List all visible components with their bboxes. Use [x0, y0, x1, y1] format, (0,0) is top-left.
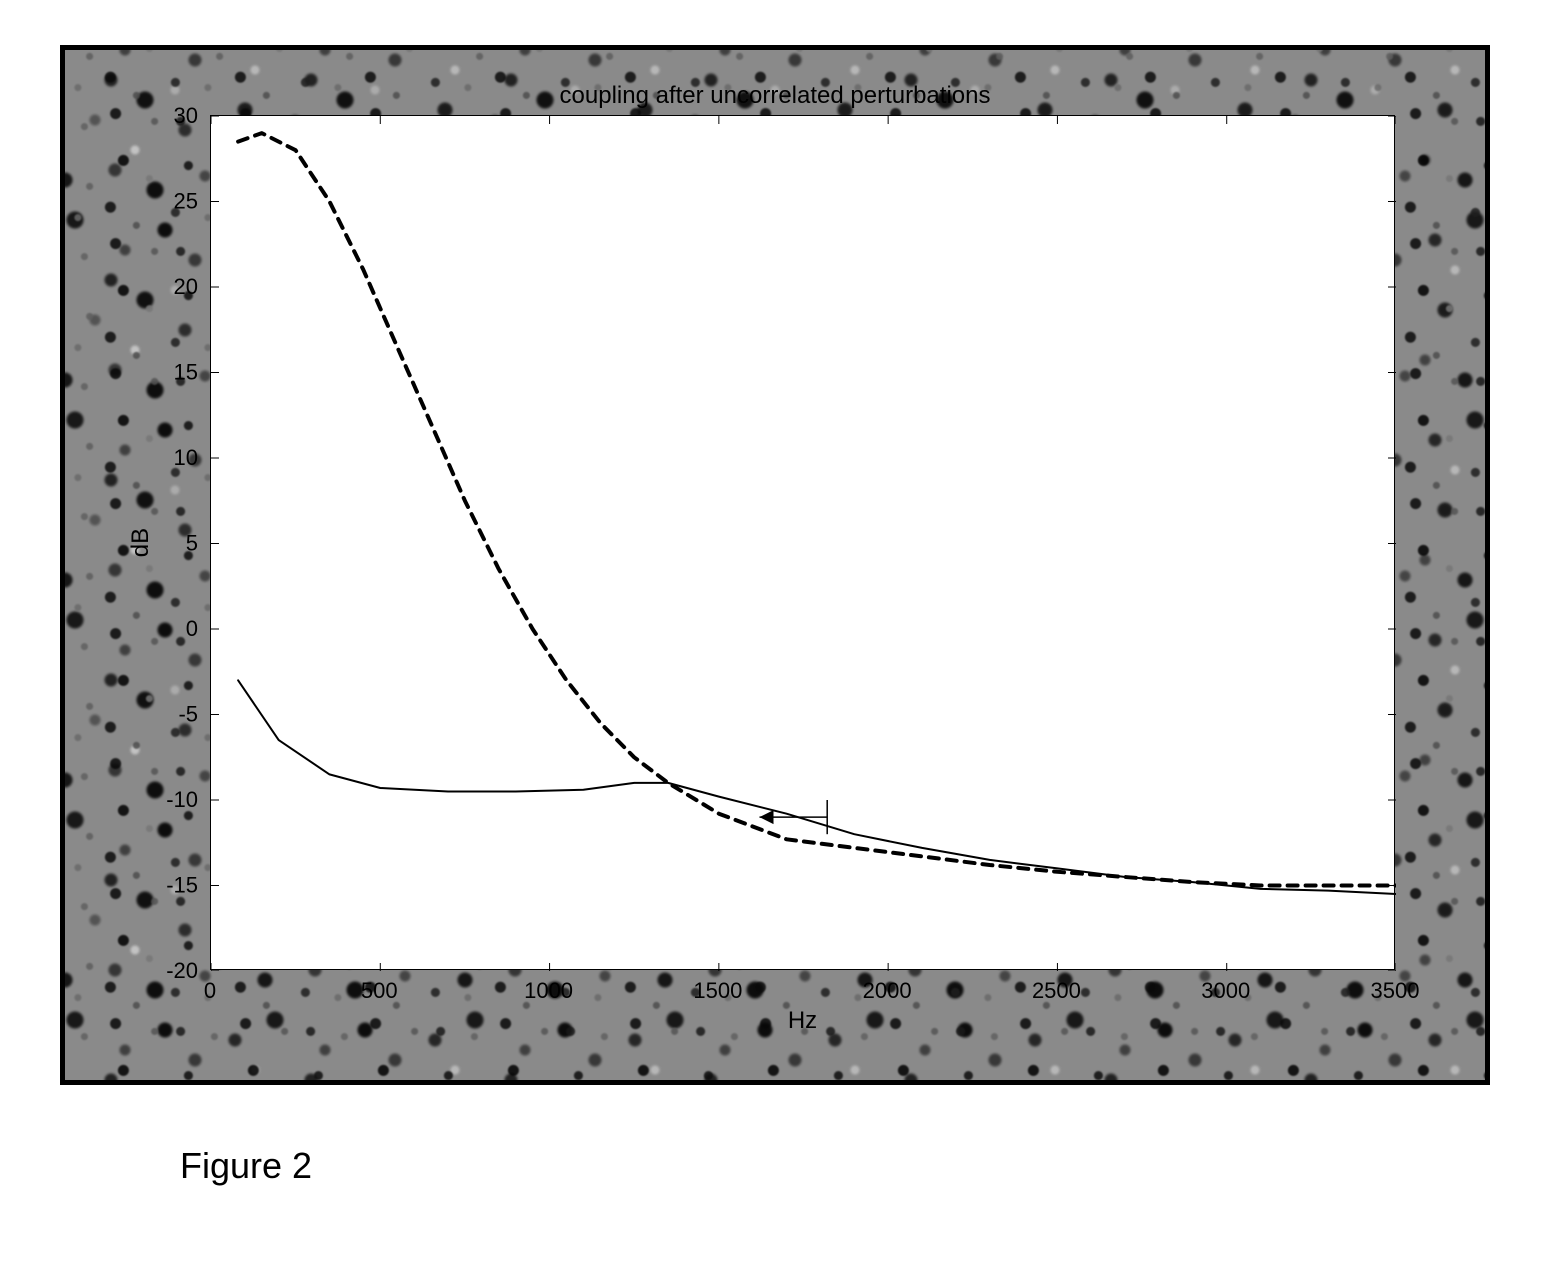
y-tick-label: 20 — [174, 274, 198, 299]
x-tick-label: 2000 — [863, 978, 912, 1003]
x-tick-label: 1000 — [524, 978, 573, 1003]
y-tick-label: -5 — [178, 702, 198, 727]
y-tick-label: 15 — [174, 360, 198, 385]
y-tick-label: -20 — [166, 958, 198, 983]
y-tick-label: 25 — [174, 189, 198, 214]
x-tick-label: 500 — [361, 978, 398, 1003]
x-tick-label: 3000 — [1201, 978, 1250, 1003]
y-tick-label: -15 — [166, 873, 198, 898]
y-axis-label: dB — [127, 528, 154, 557]
axis-overlay: 0 500 1000 1500 2000 2500 3000 3500 -20 -15 -10 -5 0… — [65, 50, 1485, 1080]
x-axis-label: Hz — [788, 1007, 817, 1034]
x-tick-label: 0 — [204, 978, 216, 1003]
figure-caption: Figure 2 — [180, 1145, 312, 1187]
y-tick-label: 0 — [186, 616, 198, 641]
y-tick-label: 5 — [186, 531, 198, 556]
x-tick-label: 1500 — [693, 978, 742, 1003]
y-tick-label: 10 — [174, 445, 198, 470]
chart-title: coupling after uncorrelated perturbation… — [560, 82, 991, 110]
page-root: coupling after uncorrelated perturbation… — [0, 0, 1549, 1269]
x-tick-label: 3500 — [1371, 978, 1420, 1003]
x-tick-label: 2500 — [1032, 978, 1081, 1003]
y-tick-label: 30 — [174, 103, 198, 128]
y-tick-label: -10 — [166, 787, 198, 812]
figure-frame: coupling after uncorrelated perturbation… — [60, 45, 1490, 1085]
